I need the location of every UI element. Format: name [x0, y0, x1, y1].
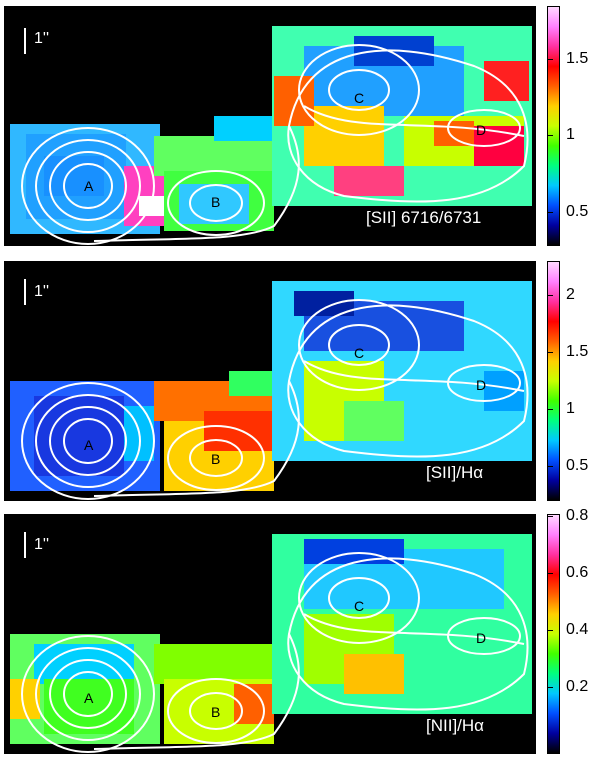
colorbar-tick-3-0	[548, 516, 553, 517]
colorbar-1	[547, 6, 560, 246]
colorbar-tick-2-2	[548, 409, 553, 410]
scale-label-3: 1''	[34, 536, 50, 553]
colorbar-tick-2-3	[548, 466, 553, 467]
colorbar-label-2-2: 1	[566, 400, 575, 417]
source-label-c-2: C	[354, 345, 365, 361]
colorbar-label-3-2: 0.4	[566, 621, 589, 638]
map-image-2	[10, 281, 532, 500]
scale-bar-3	[24, 532, 26, 558]
ratio-map-1: 1'' A B C D [SII] 6716/6731	[4, 6, 536, 246]
source-label-d-1: D	[476, 122, 487, 138]
colorbar-2	[547, 261, 560, 501]
colorbar-tick-1-0	[548, 59, 553, 60]
colorbar-label-3-3: 0.2	[566, 678, 589, 695]
colorbar-label-1-0: 1.5	[566, 50, 589, 67]
colorbar-3	[547, 514, 560, 754]
source-label-c-1: C	[354, 90, 365, 106]
map-image-3	[10, 534, 532, 753]
map-title-2: [SII]/Hα	[426, 463, 484, 482]
colorbar-tick-1-2	[548, 212, 553, 213]
colorbar-tick-2-1	[548, 352, 553, 353]
source-label-d-2: D	[476, 377, 487, 393]
colorbar-tick-1-1	[548, 135, 553, 136]
source-label-c-3: C	[354, 598, 365, 614]
scale-label-2: 1''	[34, 283, 50, 300]
colorbar-label-3-1: 0.6	[566, 564, 589, 581]
colorbar-label-2-3: 0.5	[566, 457, 589, 474]
source-label-b-3: B	[211, 704, 221, 720]
source-label-a-1: A	[84, 178, 94, 194]
colorbar-tick-2-0	[548, 295, 553, 296]
map-title-3: [NII]/Hα	[426, 716, 484, 735]
source-label-a-2: A	[84, 437, 94, 453]
colorbar-tick-3-2	[548, 630, 553, 631]
scale-bar-2	[24, 279, 26, 305]
colorbar-label-3-0: 0.8	[566, 507, 589, 524]
colorbar-label-2-1: 1.5	[566, 343, 589, 360]
panel-1: 1'' A B C D [SII] 6716/6731 1.5 1 0.5	[0, 0, 616, 250]
scale-bar-1	[24, 28, 26, 54]
panel-2: 1'' A B C D [SII]/Hα 2 1.5 1 0.5	[0, 255, 616, 505]
panel-3: 1'' A B C D [NII]/Hα 0.8 0.6 0.4 0.2	[0, 508, 616, 757]
source-label-a-3: A	[84, 690, 94, 706]
map-image-1	[10, 26, 532, 245]
colorbar-label-1-2: 0.5	[566, 203, 589, 220]
source-label-b-2: B	[211, 451, 221, 467]
colorbar-label-1-1: 1	[566, 126, 575, 143]
colorbar-label-2-0: 2	[566, 286, 575, 303]
colorbar-tick-3-1	[548, 573, 553, 574]
source-label-d-3: D	[476, 630, 487, 646]
ratio-map-3: 1'' A B C D [NII]/Hα	[4, 514, 536, 754]
source-label-b-1: B	[211, 194, 221, 210]
ratio-map-2: 1'' A B C D [SII]/Hα	[4, 261, 536, 501]
colorbar-tick-3-3	[548, 687, 553, 688]
scale-label-1: 1''	[34, 30, 50, 47]
map-title-1: [SII] 6716/6731	[366, 208, 482, 227]
